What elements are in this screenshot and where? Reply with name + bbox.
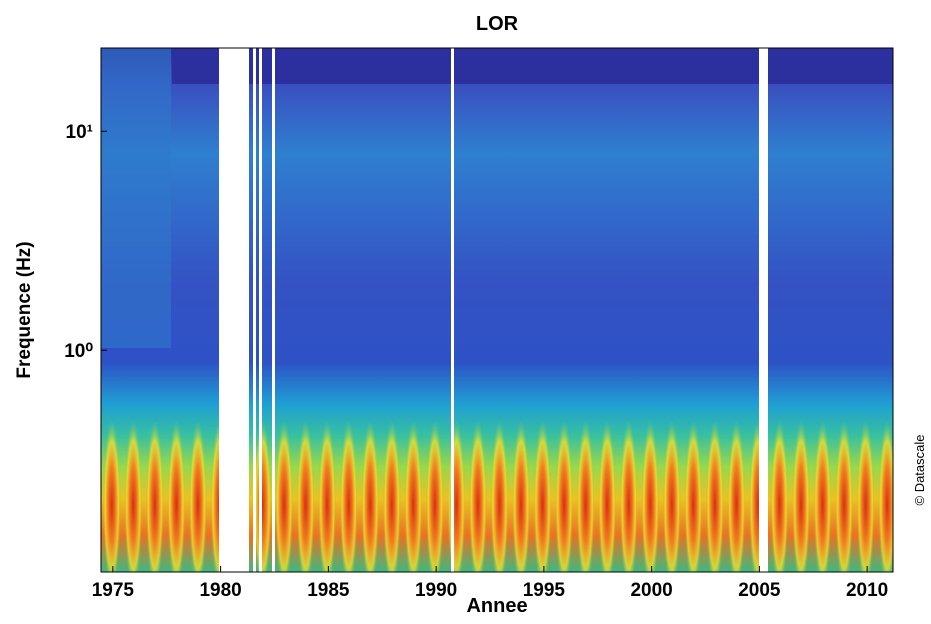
x-tick-label: 1995 (523, 580, 566, 601)
x-tick-label: 2010 (846, 580, 888, 601)
credit: © Datascale (912, 435, 927, 506)
x-tick-label: 1985 (307, 580, 350, 601)
x-tick-label: 1975 (92, 580, 135, 601)
spectrogram (101, 48, 893, 572)
x-tick-label: 1990 (415, 580, 457, 601)
x-axis-label: Annee (466, 595, 527, 617)
y-tick-label: 10⁰ (64, 341, 93, 362)
x-tick-label: 2000 (630, 580, 672, 601)
plot-frame (100, 47, 894, 573)
y-axis-label: Frequence (Hz) (14, 241, 35, 378)
chart-title: LOR (476, 13, 519, 35)
x-tick-label: 1980 (199, 580, 241, 601)
x-tick-label: 2005 (738, 580, 781, 601)
y-tick-label: 10¹ (66, 122, 93, 143)
